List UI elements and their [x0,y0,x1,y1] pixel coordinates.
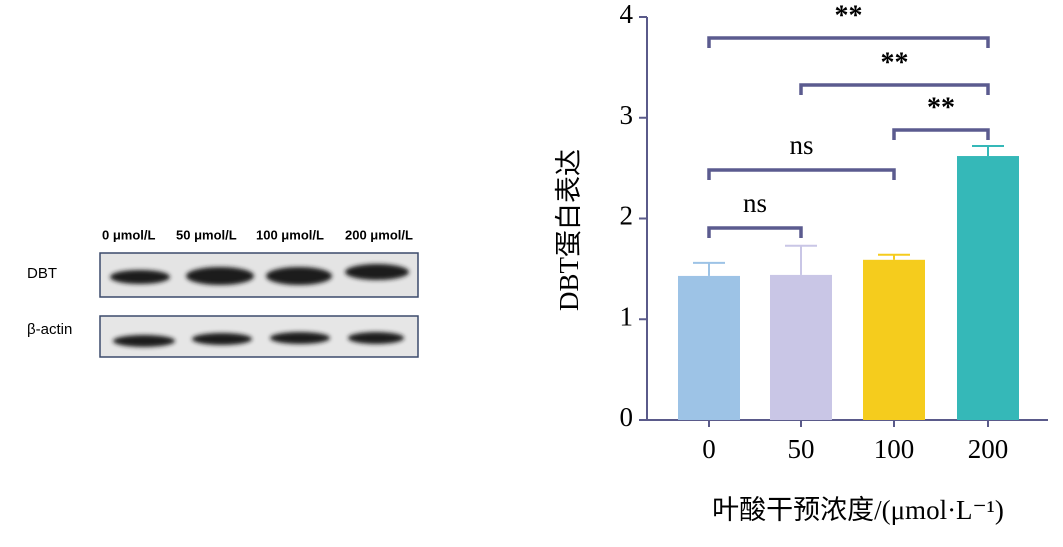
significance-label: ** [835,0,863,31]
row-label: β-actin [27,321,72,338]
bands [110,264,409,347]
significance-bracket [799,83,990,95]
y-tick-label: 0 [620,402,634,432]
western-blot [99,252,419,358]
y-tick-label: 2 [620,201,634,231]
significance-label: ** [881,47,909,78]
significance-label: ns [789,130,813,160]
y-tick-label: 3 [620,100,634,130]
lane-label: 0 μmol/L [102,227,156,242]
row-label: DBT [27,265,57,282]
significance-label: ns [743,188,767,218]
significance-label: ** [927,92,955,123]
bar [678,275,740,420]
y-tick-label: 4 [620,0,634,29]
lane-label: 200 μmol/L [345,227,413,242]
bar [957,156,1019,420]
x-tick-label: 200 [968,434,1009,464]
y-axis-label: DBT蛋白表达 [554,149,584,311]
x-tick-label: 0 [702,434,716,464]
significance-bracket [707,36,990,48]
lane-label: 100 μmol/L [256,227,324,242]
x-axis-label: 叶酸干预浓度/(μmol·L⁻¹) [712,495,1004,525]
x-tick-label: 100 [874,434,915,464]
bar [770,274,832,420]
significance-bracket [707,168,896,180]
x-tick-label: 50 [788,434,815,464]
bar [863,259,925,420]
significance-bracket [892,128,990,140]
y-tick-label: 1 [620,301,634,331]
significance-bracket [707,226,803,238]
lane-label: 50 μmol/L [176,227,237,242]
